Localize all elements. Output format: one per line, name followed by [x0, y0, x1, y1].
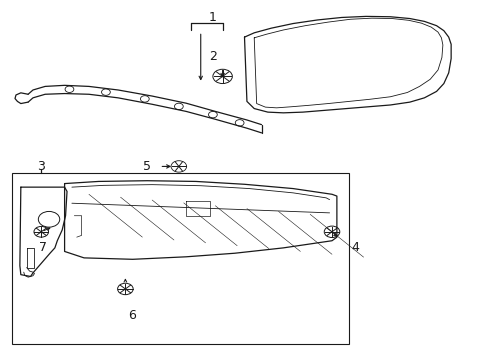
Bar [12, 173, 348, 344]
Text: 3: 3 [37, 160, 45, 173]
Text: 2: 2 [208, 50, 216, 63]
Text: 6: 6 [127, 309, 135, 322]
Text: 4: 4 [351, 241, 359, 255]
Text: 7: 7 [39, 241, 47, 255]
Text: 5: 5 [143, 160, 151, 173]
Text: 1: 1 [208, 11, 216, 24]
